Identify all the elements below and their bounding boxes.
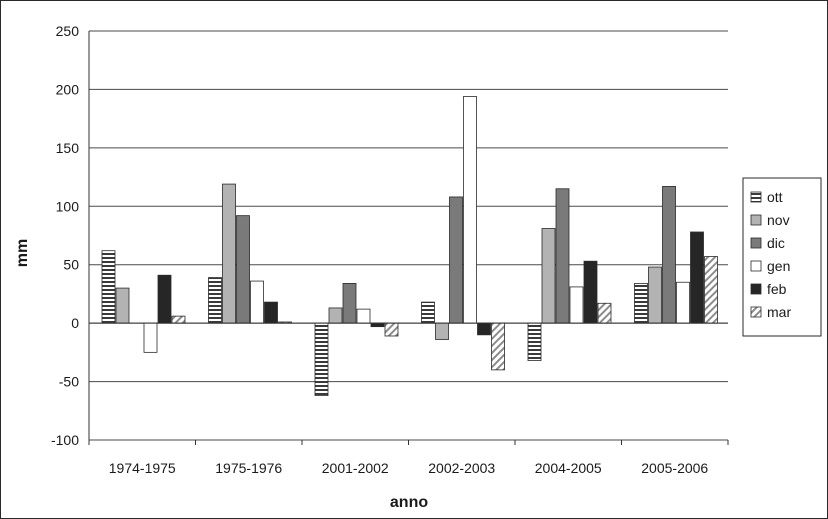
legend-label-dic: dic [767,235,785,251]
bar-dic-2001-2002 [342,283,357,324]
axes [88,31,729,445]
bar-feb-1974-1975 [157,274,172,324]
bar-nov-2005-2006 [648,266,662,324]
bar-feb-1975-1976 [264,301,278,324]
bar-ott-1974-1975 [101,250,116,324]
bar-gen-1975-1976 [250,280,264,324]
legend-label-nov: nov [767,212,790,228]
y-tick-label: 100 [56,198,80,214]
x-tick-label: 2005-2006 [641,460,708,476]
bar-ott-2004-2005 [527,322,542,361]
bar-feb-2001-2002 [370,322,385,328]
x-axis-title: anno [390,494,428,511]
bar-ott-1975-1976 [208,277,222,324]
x-tick-label: 1974-1975 [109,460,176,476]
bar-nov-1975-1976 [222,183,236,324]
bar-nov-2001-2002 [328,307,343,324]
grid-lines [89,30,728,441]
y-axis-title: mm [14,239,31,267]
tick-labels: 250 200 150 100 50 0 -50 -100 1974-1975 1975-1976… [51,23,708,476]
y-tick-label: 150 [56,140,80,156]
y-tick-label: 50 [63,257,79,273]
bar-dic-2004-2005 [555,188,570,324]
x-tick-label: 1975-1976 [215,460,282,476]
legend-label-gen: gen [767,258,790,274]
legend-swatch-feb [750,283,762,295]
x-tick-label: 2001-2002 [322,460,389,476]
bar-mar-2001-2002 [384,322,399,337]
legend-swatch-gen [750,260,762,272]
legend-label-feb: feb [767,281,787,297]
bar-mar-2002-2003 [491,322,505,371]
legend-swatch-ott [750,191,762,203]
bar-nov-2004-2005 [541,228,556,324]
legend-label-ott: ott [767,189,783,205]
bar-nov-1974-1975 [115,287,130,324]
bar-mar-2005-2006 [704,256,718,324]
y-tick-label: -50 [59,374,79,390]
bar-ott-2005-2006 [634,283,648,324]
bar-feb-2004-2005 [583,260,598,324]
legend: ott nov dic gen feb mar [742,177,822,337]
y-tick-label: -100 [51,432,79,448]
legend-swatch-mar [750,306,762,318]
bar-ott-2002-2003 [421,301,435,324]
y-tick-label: 0 [71,315,79,331]
bar-dic-1975-1976 [236,215,250,324]
bar-dic-2005-2006 [662,186,676,324]
bar-feb-2005-2006 [690,231,704,324]
y-tick-label: 250 [56,23,80,39]
bar-gen-2005-2006 [676,281,690,324]
bar-feb-2002-2003 [477,322,491,336]
bar-mar-2004-2005 [597,302,612,324]
bars [101,96,718,396]
bar-gen-2002-2003 [463,96,477,324]
bar-gen-2001-2002 [356,308,371,324]
x-tick-label: 2004-2005 [535,460,602,476]
bar-gen-2004-2005 [569,286,584,324]
bar-gen-1974-1975 [143,322,158,353]
bar-nov-2002-2003 [435,322,449,340]
legend-label-mar: mar [767,304,791,320]
bar-ott-2001-2002 [314,322,329,396]
x-tick-label: 2002-2003 [428,460,495,476]
bar-dic-2002-2003 [449,196,463,324]
bar-mar-1974-1975 [171,315,186,324]
legend-swatch-dic [750,237,762,249]
y-tick-label: 200 [56,81,80,97]
legend-swatch-nov [750,214,762,226]
